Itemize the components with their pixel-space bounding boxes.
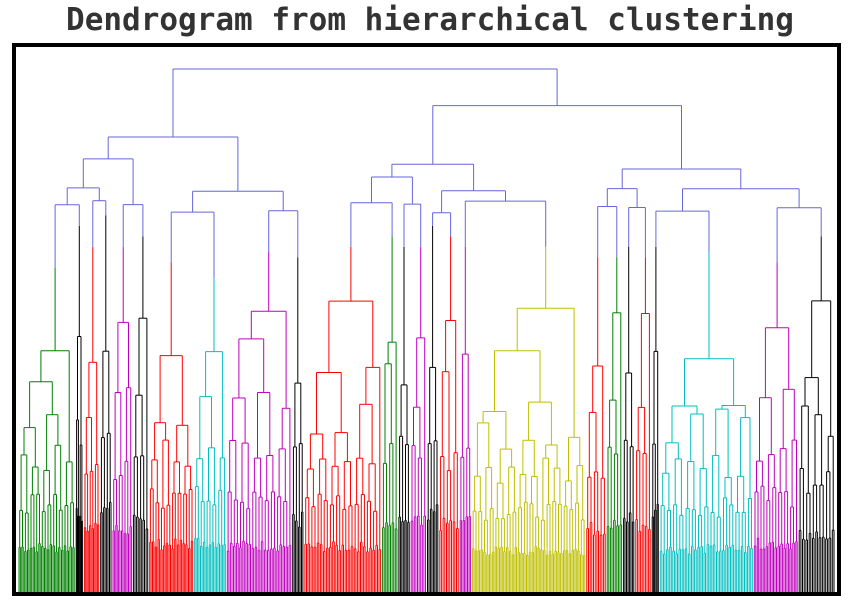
dendrogram-plot <box>18 68 835 592</box>
dendrogram-links <box>18 68 835 592</box>
chart-title: Dendrogram from hierarchical clustering <box>66 2 794 38</box>
